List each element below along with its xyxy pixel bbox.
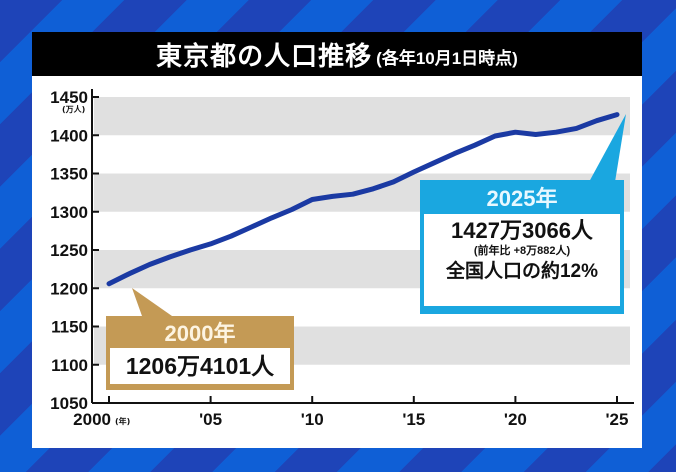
x-tick-label: '20 <box>504 410 527 429</box>
y-axis-ticks: 1450 1400 1350 1300 1250 1200 1150 1100 1050 <box>50 88 99 413</box>
end-callout-share: 全国人口の約12% <box>445 261 599 282</box>
population-line <box>106 112 620 287</box>
end-callout-yoy: (前年比 +8万882人) <box>473 245 571 257</box>
x-tick-label: '05 <box>199 410 222 429</box>
start-callout-pointer <box>132 288 172 316</box>
axes <box>91 89 634 404</box>
y-tick-label: 1100 <box>51 356 88 375</box>
y-tick-label: 1050 <box>50 394 88 413</box>
grid-band <box>94 97 630 136</box>
x-tick-label: '10 <box>301 410 324 429</box>
chart-subtitle: (各年10月1日時点) <box>376 48 518 68</box>
x-tick-label: '15 <box>402 410 425 429</box>
chart-title: 東京都の人口推移 <box>156 40 373 71</box>
y-tick-label: 1400 <box>50 126 88 145</box>
start-callout: 2000年 1206万4101人 <box>106 316 294 390</box>
start-callout-year: 2000年 <box>164 321 236 346</box>
y-tick-label: 1300 <box>50 203 88 222</box>
x-tick-label: 2000 <box>73 410 111 429</box>
end-callout-pointer <box>589 114 626 182</box>
x-axis-unit: (年) <box>115 416 130 426</box>
end-callout-body: 1427万3066人 (前年比 +8万882人) 全国人口の約12% <box>424 214 620 306</box>
chart-card: 東京都の人口推移 (各年10月1日時点) 1450 1400 1350 1300 125… <box>32 32 642 448</box>
y-tick-label: 1200 <box>50 279 88 298</box>
y-axis-unit: (万人) <box>62 104 85 114</box>
y-tick-label: 1450 <box>50 88 88 107</box>
y-tick-label: 1350 <box>50 165 88 184</box>
x-axis-ticks: 2000 '05 '10 '15 '20 '25 (年) <box>73 396 628 429</box>
title-bar: 東京都の人口推移 (各年10月1日時点) <box>32 32 642 76</box>
end-callout-value: 1427万3066人 <box>451 218 593 243</box>
x-tick-label: '25 <box>606 410 629 429</box>
start-callout-value: 1206万4101人 <box>110 348 290 384</box>
y-tick-label: 1250 <box>50 241 88 260</box>
y-tick-label: 1150 <box>51 318 88 337</box>
end-callout: 2025年 1427万3066人 (前年比 +8万882人) 全国人口の約12% <box>420 180 624 314</box>
end-callout-year: 2025年 <box>486 186 558 211</box>
